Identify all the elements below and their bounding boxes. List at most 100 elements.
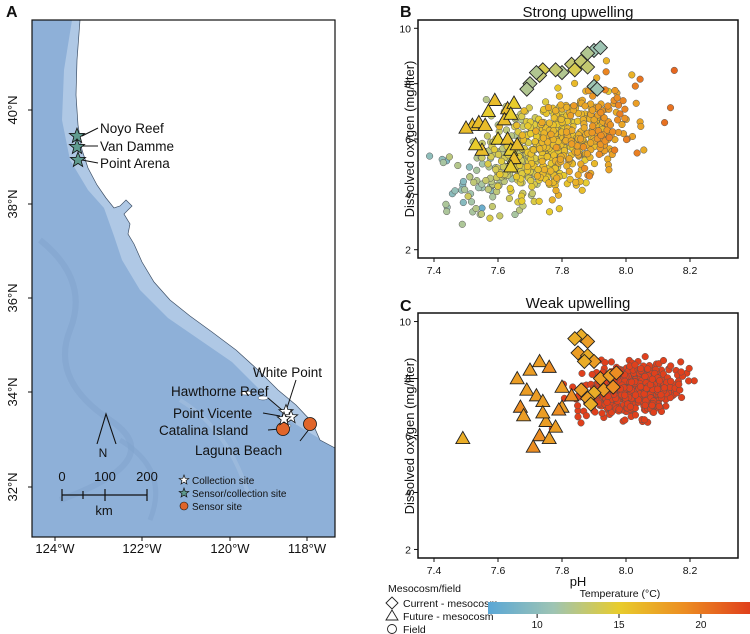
marker-legend: Mesocosm/field Current - mesocosm Future… — [385, 583, 498, 634]
field-point — [597, 109, 605, 117]
field-point — [662, 402, 670, 410]
future-mesocosm-point — [509, 370, 525, 385]
field-point — [580, 124, 588, 132]
y-axis-label: Dissolved oxygen (mg/liter) — [402, 358, 417, 515]
site-leader-line — [262, 412, 281, 417]
seafloor-ridge — [118, 437, 159, 521]
field-point — [573, 148, 581, 156]
map-y-ticks: 40°N 38°N 36°N 34°N 32°N — [5, 95, 32, 502]
x-tick-label: 7.8 — [555, 265, 570, 277]
field-point — [618, 120, 626, 129]
scale-tick-label: 100 — [94, 469, 116, 484]
field-point — [483, 132, 491, 140]
future-mesocosm-point — [512, 399, 529, 413]
field-point — [621, 114, 629, 122]
field-point — [636, 75, 644, 83]
field-point — [574, 413, 582, 421]
field-point — [568, 140, 576, 148]
x-tick-label: 7.6 — [491, 265, 506, 277]
future-mesocosm-point — [541, 359, 557, 373]
field-point — [554, 84, 562, 92]
map-legend: Collection site Sensor/collection site S… — [178, 473, 287, 513]
field-point — [621, 391, 629, 399]
collection-star — [283, 408, 299, 424]
field-point — [466, 173, 474, 181]
field-point — [525, 104, 533, 112]
field-point — [445, 153, 453, 161]
field-point — [587, 139, 595, 147]
field-point — [678, 393, 686, 402]
field-point — [621, 416, 629, 424]
field-point — [601, 358, 609, 367]
axis-ticks: 7.4 7.6 7.8 8.0 8.2 2 4 6 8 10 — [399, 23, 697, 277]
site-label-point-vicente: Point Vicente — [173, 406, 252, 421]
field-point — [505, 194, 513, 203]
field-point — [543, 153, 551, 161]
field-point — [613, 94, 621, 102]
field-point — [506, 184, 514, 192]
map-x-ticks: 124°W 122°W 120°W 118°W — [35, 537, 327, 556]
future-mesocosm-point — [547, 419, 564, 433]
x-tick-label: 8.2 — [683, 265, 698, 277]
field-point — [589, 122, 597, 130]
x-axis-label: pH — [570, 574, 587, 589]
field-point — [535, 197, 543, 205]
future-mesocosm-point — [519, 382, 535, 396]
field-point — [581, 164, 589, 172]
site-label-noyo-reef: Noyo Reef — [100, 121, 164, 136]
scale-bar: 0 100 200 km — [58, 469, 157, 518]
field-point — [494, 151, 503, 159]
map-legend-label: Sensor/collection site — [192, 489, 287, 500]
x-tick-label: 8.0 — [619, 265, 634, 277]
field-point — [550, 114, 558, 122]
field-point — [464, 192, 472, 200]
map-y-tick: 34°N — [5, 377, 20, 406]
scale-tick-label: 0 — [58, 469, 65, 484]
field-point — [602, 68, 610, 76]
scale-tick-label: 200 — [136, 469, 158, 484]
field-point — [520, 107, 528, 115]
field-point — [661, 119, 669, 127]
field-point — [582, 412, 590, 420]
sensor-collection-star — [69, 150, 87, 168]
field-point — [640, 416, 648, 424]
map-x-tick: 124°W — [35, 541, 75, 556]
field-point — [528, 189, 536, 197]
field-point — [477, 210, 486, 218]
current-mesocosm-point — [608, 365, 625, 381]
sensor-site-dot — [303, 417, 317, 431]
future-mesocosm-point — [503, 158, 519, 173]
field-point — [660, 384, 668, 392]
field-point — [648, 375, 656, 383]
field-point — [685, 364, 693, 372]
map-y-tick: 32°N — [5, 472, 20, 501]
field-point — [604, 102, 612, 110]
future-mesocosm-point — [531, 427, 548, 442]
y-tick-label: 2 — [405, 544, 411, 556]
site-leader-line — [267, 397, 283, 411]
panel-c-letter: C — [400, 298, 412, 315]
field-point — [614, 116, 622, 124]
channel-island — [239, 390, 253, 396]
future-mesocosm-point — [522, 362, 538, 376]
field-point — [492, 166, 500, 174]
field-point — [593, 74, 601, 82]
current-mesocosm-point — [519, 81, 535, 97]
x-tick-label: 7.8 — [555, 565, 570, 577]
field-point — [542, 98, 550, 106]
field-point — [615, 405, 623, 413]
field-point — [675, 380, 683, 388]
field-point — [650, 408, 658, 416]
field-point — [590, 160, 599, 168]
field-point — [472, 204, 480, 213]
field-point — [523, 162, 531, 171]
field-point — [578, 186, 586, 194]
future-mesocosm-point — [535, 404, 551, 419]
field-point — [626, 403, 634, 411]
sensor-collection-star — [68, 137, 86, 155]
scatter-panel-b: B Strong upwelling Dissolved oxygen (mg/… — [399, 4, 739, 277]
field-point — [524, 122, 532, 130]
field-point — [563, 128, 571, 136]
chart-title: Strong upwelling — [523, 4, 634, 21]
field-point — [461, 186, 469, 194]
